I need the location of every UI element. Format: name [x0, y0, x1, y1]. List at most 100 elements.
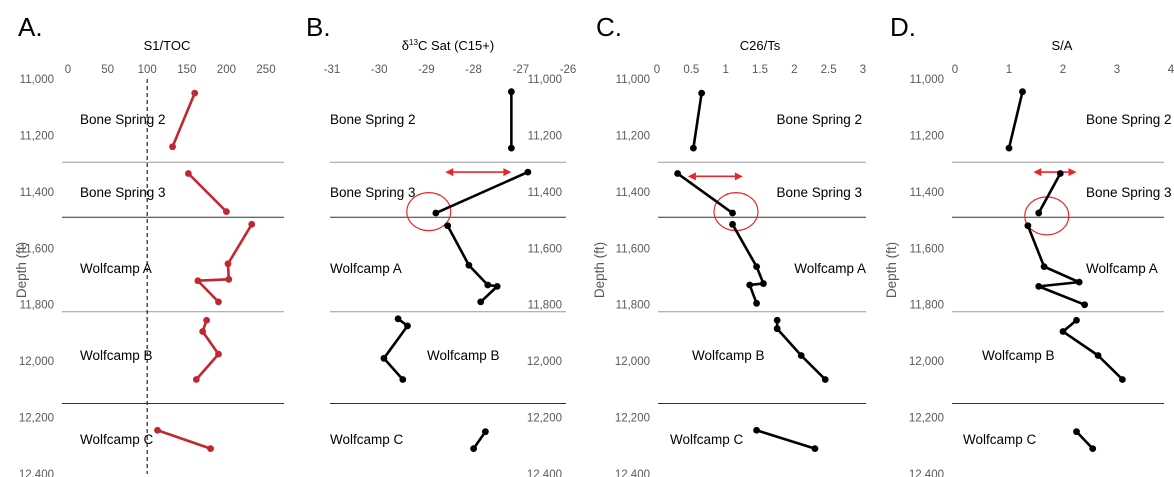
panel-b-arrow-head-left	[445, 168, 454, 177]
panel-b-data-point	[477, 298, 485, 306]
panel-d-x-tick-label: 1	[1006, 64, 1012, 76]
panel-c-highlight-circle	[713, 192, 759, 232]
panel-c-data-point	[674, 170, 681, 177]
panel-a-x-tick-label: 150	[177, 64, 196, 76]
panel-b-x-tick-label: -26	[560, 64, 577, 76]
panel-a-series-line	[156, 428, 212, 450]
panel-a-y-axis: 11,000 11,200 11,400 11,600 11,800 12,000 12,2…	[19, 74, 54, 477]
panel-c-y-label: Depth (ft)	[592, 242, 607, 298]
panel-a: A. S1/TOC 0 50 100 150 200 250 11,00011,20011…	[14, 12, 284, 477]
panel-d-arrow-head-right	[1068, 168, 1077, 177]
panel-c-y-tick-label: 11,400	[616, 187, 650, 199]
panel-c: C. C26/Ts 0 0.5 1 1.5 2 2.5 3 11,000 11,200 11,4…	[592, 12, 866, 477]
panel-a-series-line	[171, 91, 197, 149]
panel-c-series-line	[731, 223, 765, 305]
panel-a-data-point	[169, 143, 176, 151]
panel-d-data-point	[1059, 328, 1067, 335]
panel-b-y-tick-label: 11,200	[528, 130, 562, 142]
panel-b-data-point	[470, 445, 477, 453]
panel-c-series-line	[692, 91, 703, 150]
panel-c-data-point	[729, 209, 736, 217]
panel-c-annotations	[687, 172, 759, 232]
panel-a-y-tick-label: 11,600	[20, 243, 54, 255]
panel-a-formation-bone-spring-3: Bone Spring 3	[80, 185, 166, 200]
panel-a-y-label: Depth (ft)	[14, 242, 29, 298]
panel-b-arrow-head-right	[503, 168, 512, 177]
panel-a-data-point	[215, 350, 222, 358]
panel-d-y-tick-label: 11,600	[910, 243, 944, 255]
panel-c-data-point	[689, 144, 697, 152]
panel-d-annotations	[1024, 168, 1077, 236]
panel-d-data-point	[1035, 282, 1043, 290]
panel-c-data-point	[773, 325, 781, 333]
panel-a-y-tick-label: 12,000	[19, 356, 54, 368]
panel-a-x-tick-label: 50	[101, 64, 114, 76]
panel-c-formation-wolfcamp-b: Wolfcamp B	[692, 348, 765, 363]
panel-c-x-tick-label: 3	[860, 64, 866, 76]
panel-b: B. δ13C Sat (C15+) -31 -30 -29 -28 -27 -26 11…	[306, 12, 576, 477]
panel-b-x-tick-label: -28	[465, 64, 482, 76]
panel-a-x-tick-label: 200	[217, 64, 236, 76]
panel-a-data-point	[224, 260, 232, 268]
panel-b-formation-wolfcamp-a: Wolfcamp A	[330, 261, 402, 276]
panel-b-data-point	[444, 222, 452, 230]
panel-b-series-line	[382, 317, 409, 381]
panel-d-formation-wolfcamp-b: Wolfcamp B	[982, 348, 1055, 363]
panel-b-y-tick-label: 12,400	[527, 469, 562, 477]
panel-c-y-tick-label: 11,000	[616, 74, 650, 86]
panel-b-series-line	[472, 430, 487, 450]
panel-c-data-point	[698, 89, 706, 97]
panel-a-x-tick-label: 100	[138, 64, 157, 76]
panel-b-series	[380, 88, 532, 453]
panel-d-series-line	[1075, 430, 1094, 450]
panel-d-data-point	[1081, 301, 1088, 309]
panel-b-series-line	[434, 170, 530, 215]
panel-a-letter: A.	[18, 12, 43, 42]
panel-d-data-point	[1035, 209, 1043, 217]
panel-d-y-tick-label: 11,200	[910, 130, 944, 142]
panel-d-y-tick-label: 11,000	[910, 74, 944, 86]
panel-c-formation-wolfcamp-c: Wolfcamp C	[670, 432, 744, 447]
panel-b-y-tick-label: 11,800	[528, 300, 562, 312]
panel-d-x-tick-label: 0	[952, 64, 958, 76]
panel-d-series-line	[1026, 224, 1086, 307]
panel-c-x-tick-label: 2.5	[821, 64, 837, 76]
panel-c-letter: C.	[596, 12, 622, 42]
panel-c-data-point	[729, 220, 736, 228]
panel-d-data-point	[1019, 88, 1026, 96]
panel-a-y-tick-label: 11,200	[20, 130, 54, 142]
panel-c-series-line	[755, 428, 817, 450]
panel-d-y-axis: 11,000 11,200 11,400 11,600 11,800 12,000 12,2…	[909, 74, 944, 477]
panel-d-y-label: Depth (ft)	[884, 242, 899, 298]
panel-b-data-point	[394, 315, 402, 323]
panel-d-series-line	[1007, 90, 1024, 150]
panel-b-formation-bone-spring-2: Bone Spring 2	[330, 112, 416, 127]
panel-d-formation-wolfcamp-a: Wolfcamp A	[1086, 261, 1158, 276]
panel-b-data-point	[399, 376, 407, 383]
panel-b-x-tick-label: -31	[324, 64, 341, 76]
panel-c-x-tick-label: 0	[654, 64, 660, 76]
panel-b-boundaries	[330, 161, 566, 404]
panel-d-data-point	[1056, 170, 1064, 177]
panel-d-data-point	[1089, 445, 1097, 453]
panel-a-y-tick-label: 12,200	[19, 413, 54, 425]
panel-c-x-tick-label: 1.5	[752, 64, 768, 76]
panel-a-x-tick-label: 0	[65, 64, 71, 76]
panel-b-title: δ13C Sat (C15+)	[402, 38, 494, 53]
panel-c-series-line	[676, 172, 734, 215]
panel-c-y-tick-label: 12,000	[615, 356, 650, 368]
panel-d-x-tick-label: 4	[1168, 64, 1174, 76]
panel-b-highlight-circle	[406, 192, 452, 232]
panel-c-arrow-head-left	[687, 172, 696, 181]
panel-c-y-tick-label: 11,800	[616, 300, 650, 312]
panel-c-title: C26/Ts	[740, 38, 781, 53]
panel-a-data-point	[192, 376, 200, 383]
panel-c-data-point	[821, 376, 829, 383]
panel-b-y-axis: 11,000 11,200 11,400 11,600 11,800 12,000 12,2…	[527, 74, 562, 477]
panel-d-formation-wolfcamp-c: Wolfcamp C	[963, 432, 1037, 447]
panel-b-data-point	[524, 168, 532, 176]
panel-a-data-point	[154, 426, 161, 434]
panel-b-title-delta: δ	[402, 38, 409, 53]
panel-c-y-tick-label: 12,200	[615, 413, 650, 425]
